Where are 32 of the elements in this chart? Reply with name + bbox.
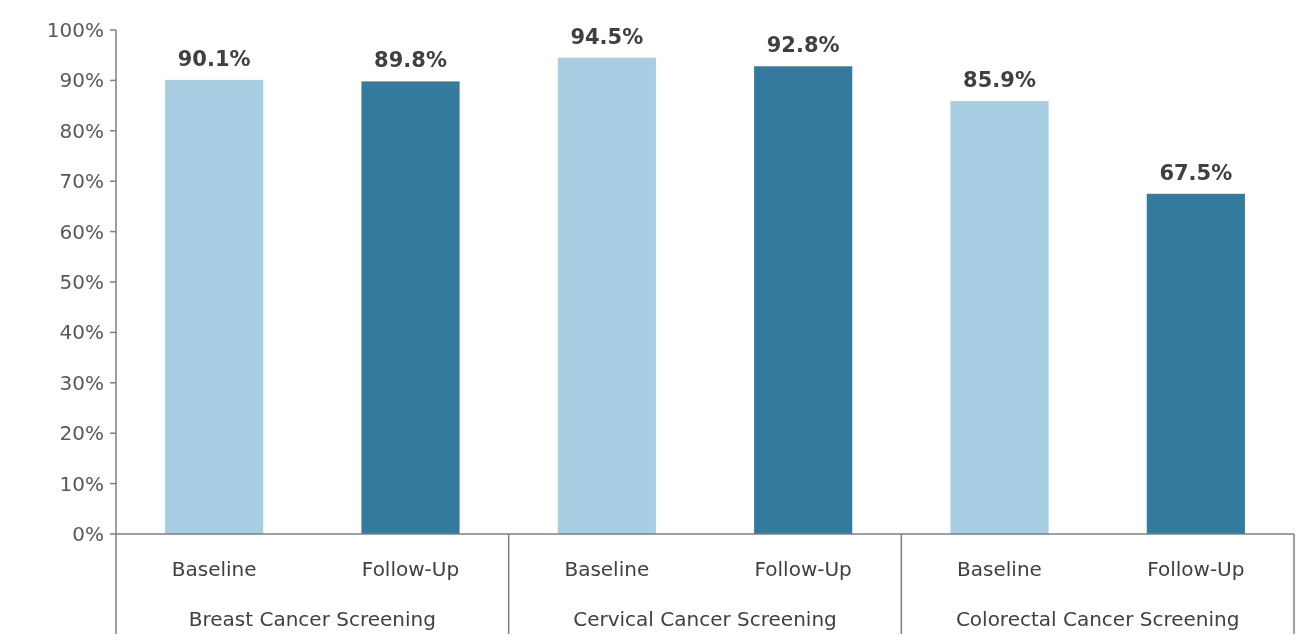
y-tick-label: 80% (59, 118, 104, 143)
y-tick-label: 20% (59, 421, 104, 446)
bar (361, 81, 460, 534)
data-label: 94.5% (570, 24, 644, 49)
text: Baseline (564, 557, 650, 581)
x-tick-label: Breast Cancer Screening (188, 607, 436, 631)
y-tick-label: 0% (72, 522, 104, 546)
bar (950, 101, 1049, 534)
y-tick-label: 40% (59, 320, 104, 345)
y-tick-label: 50% (59, 270, 104, 294)
data-label: 89.8% (374, 48, 447, 73)
x-tick-label: Colorectal Cancer Screening (955, 607, 1240, 631)
y-tick-label: 100% (46, 18, 104, 42)
text: Follow-Up (1147, 557, 1245, 581)
x-tick-label: Cervical Cancer Screening (573, 607, 837, 631)
y-tick-label: 10% (59, 471, 104, 496)
series-label: Follow-Up (361, 557, 460, 581)
data-label: 92.8% (766, 33, 840, 58)
y-tick-label: 60% (59, 219, 104, 244)
data-label: 67.5% (1159, 160, 1233, 185)
data-label: 85.9% (963, 68, 1036, 93)
text: Baseline (957, 557, 1042, 581)
text: Follow-Up (754, 557, 852, 581)
y-tick-label: 70% (59, 169, 104, 194)
series-label: Baseline (171, 557, 257, 581)
bar (557, 57, 656, 534)
bar (1146, 193, 1245, 534)
data-label: 90.1% (177, 46, 251, 71)
bar (165, 79, 264, 534)
bar (754, 66, 853, 534)
y-tick-label: 30% (59, 370, 104, 395)
y-tick-label: 90% (59, 68, 104, 93)
